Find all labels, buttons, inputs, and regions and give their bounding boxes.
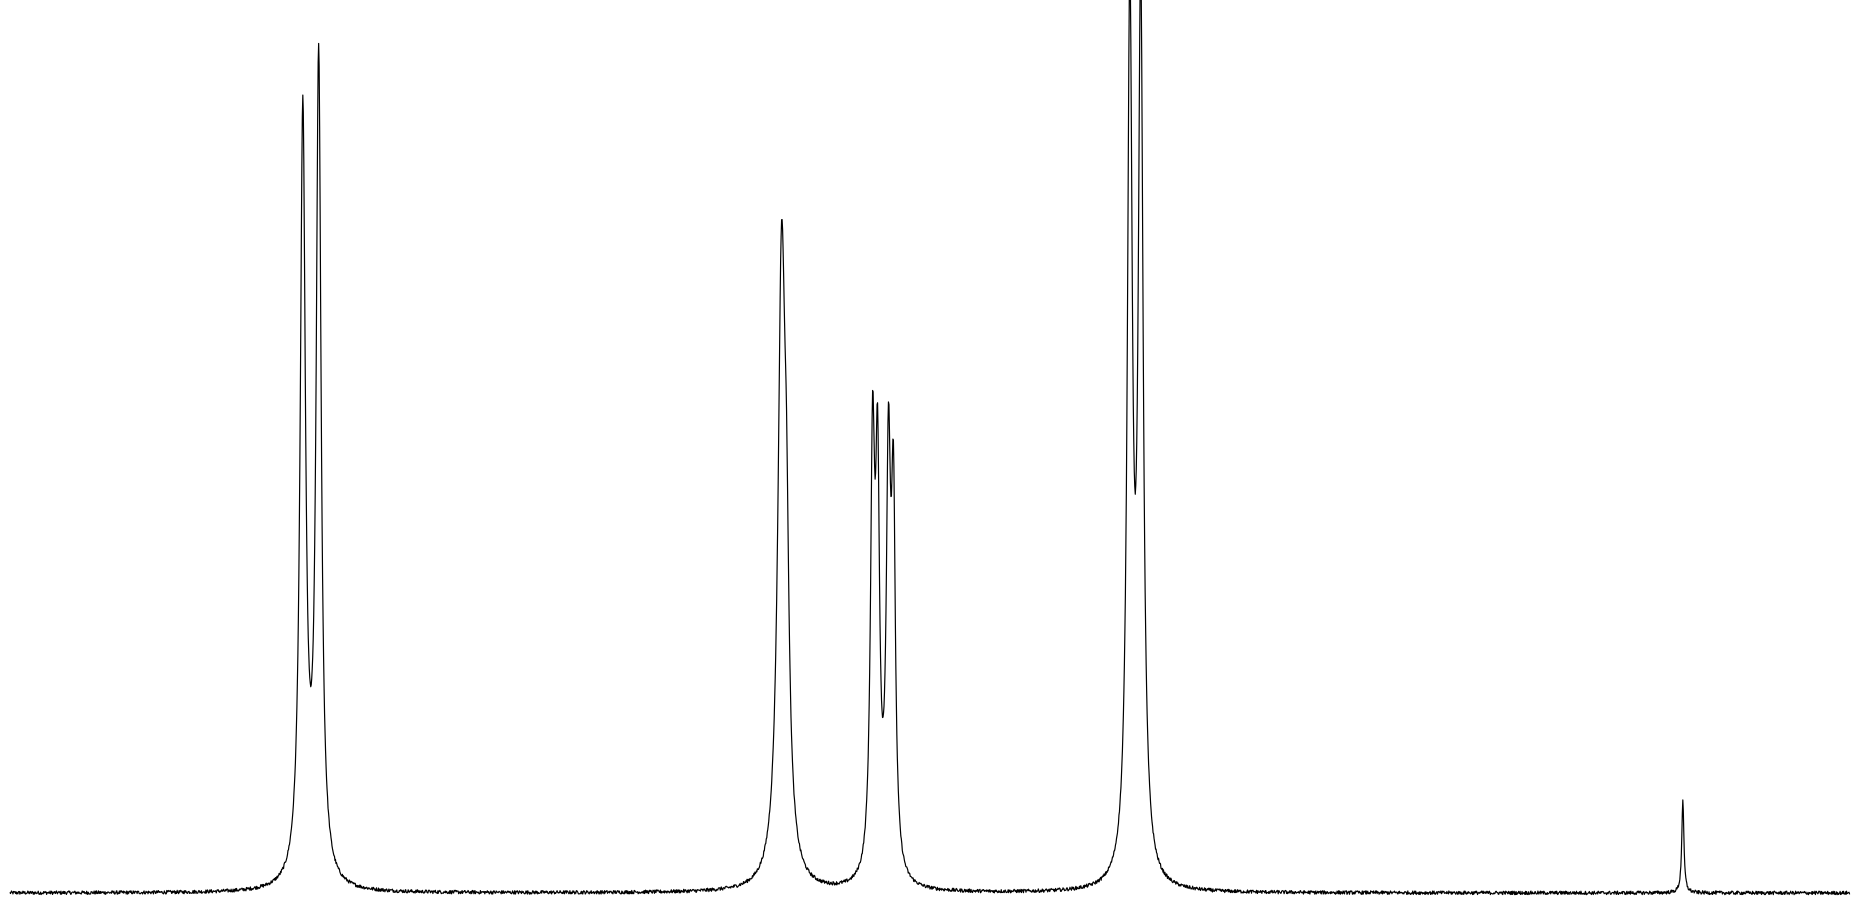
spectrum-trace-line bbox=[9, 0, 1851, 896]
peak-marker-group bbox=[301, 0, 1685, 802]
